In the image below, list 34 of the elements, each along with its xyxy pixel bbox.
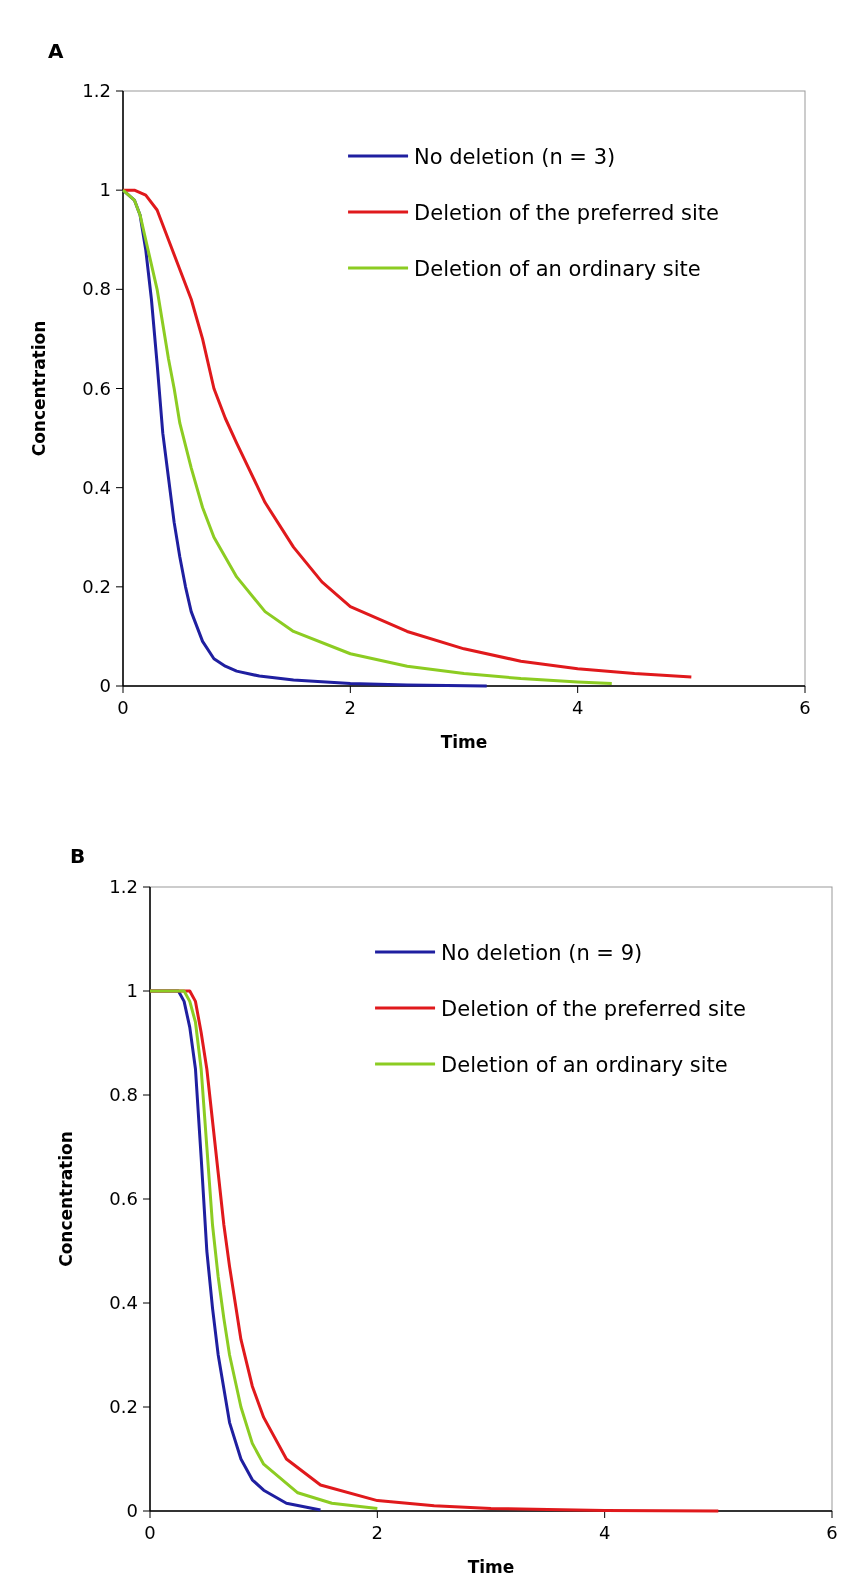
y-tick-label: 1.2 bbox=[109, 876, 138, 897]
y-tick-label: 1.2 bbox=[82, 80, 111, 101]
y-tick-label: 0.2 bbox=[82, 575, 111, 597]
legend-label: No deletion (n = 3) bbox=[414, 145, 616, 169]
y-axis-title: Concentration bbox=[56, 1131, 76, 1267]
y-tick-label: 1 bbox=[126, 980, 138, 1001]
y-tick-label: 0.8 bbox=[109, 1084, 138, 1105]
line-series bbox=[148, 989, 379, 1510]
x-tick-label: 0 bbox=[144, 1522, 156, 1543]
y-axis-title: Concentration bbox=[29, 320, 49, 457]
x-tick-label: 4 bbox=[598, 1522, 611, 1543]
y-tick-label: 0.4 bbox=[82, 476, 111, 498]
legend-label: Deletion of the preferred site bbox=[441, 997, 746, 1021]
y-tick-label: 0.2 bbox=[109, 1396, 138, 1417]
x-tick-label: 4 bbox=[571, 697, 584, 718]
y-tick-label: 0.6 bbox=[82, 377, 111, 399]
x-axis-title: Time bbox=[440, 732, 488, 752]
x-axis-title: Time bbox=[467, 1557, 515, 1577]
x-tick-label: 6 bbox=[799, 697, 811, 718]
y-tick-label: 0.4 bbox=[109, 1292, 138, 1313]
y-tick-label: 0 bbox=[99, 675, 111, 696]
chart-title: B bbox=[70, 844, 86, 868]
legend-label: Deletion of the preferred site bbox=[414, 201, 719, 225]
x-tick-label: 2 bbox=[344, 697, 357, 718]
legend-label: No deletion (n = 9) bbox=[441, 941, 643, 965]
y-tick-label: 0.6 bbox=[109, 1188, 138, 1209]
y-tick-label: 0 bbox=[126, 1500, 138, 1521]
x-tick-label: 6 bbox=[826, 1522, 838, 1543]
legend-label: Deletion of an ordinary site bbox=[414, 257, 701, 281]
x-tick-label: 2 bbox=[371, 1522, 384, 1543]
y-tick-label: 0.8 bbox=[82, 278, 111, 300]
legend-label: Deletion of an ordinary site bbox=[441, 1053, 728, 1077]
y-tick-label: 1 bbox=[99, 179, 111, 201]
chart-title: A bbox=[48, 39, 64, 63]
